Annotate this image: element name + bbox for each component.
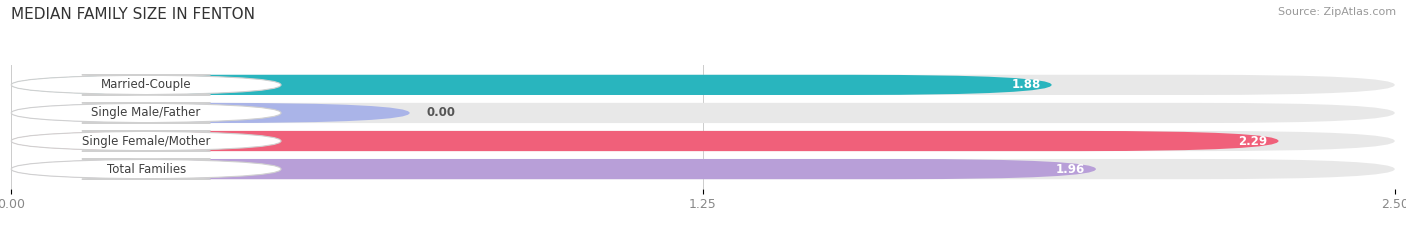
Text: 0.00: 0.00 — [426, 106, 456, 120]
Text: 2.29: 2.29 — [1239, 134, 1267, 147]
Text: Single Male/Father: Single Male/Father — [91, 106, 201, 120]
FancyBboxPatch shape — [11, 131, 281, 151]
FancyBboxPatch shape — [11, 103, 281, 123]
FancyBboxPatch shape — [11, 131, 1395, 151]
FancyBboxPatch shape — [11, 103, 1395, 123]
FancyBboxPatch shape — [11, 75, 1052, 95]
Text: 1.88: 1.88 — [1011, 78, 1040, 91]
Text: 1.96: 1.96 — [1056, 163, 1085, 176]
FancyBboxPatch shape — [11, 103, 409, 123]
FancyBboxPatch shape — [11, 131, 1278, 151]
Text: MEDIAN FAMILY SIZE IN FENTON: MEDIAN FAMILY SIZE IN FENTON — [11, 7, 256, 22]
FancyBboxPatch shape — [11, 159, 1395, 179]
FancyBboxPatch shape — [11, 75, 281, 95]
Text: Total Families: Total Families — [107, 163, 186, 176]
Text: Single Female/Mother: Single Female/Mother — [82, 134, 211, 147]
Text: Source: ZipAtlas.com: Source: ZipAtlas.com — [1278, 7, 1396, 17]
Text: Married-Couple: Married-Couple — [101, 78, 191, 91]
FancyBboxPatch shape — [11, 159, 281, 179]
FancyBboxPatch shape — [11, 75, 1395, 95]
FancyBboxPatch shape — [11, 159, 1095, 179]
